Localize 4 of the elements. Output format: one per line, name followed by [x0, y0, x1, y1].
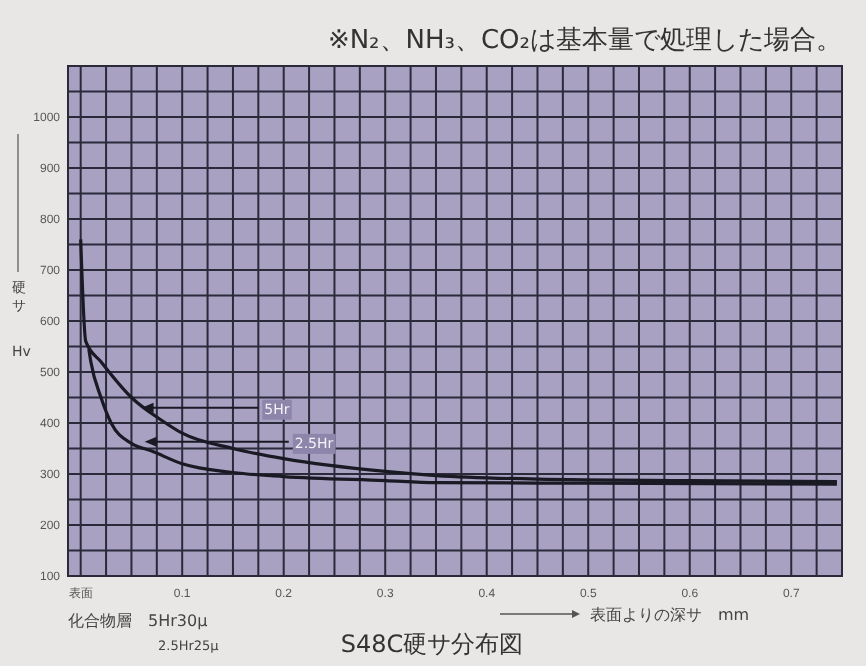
chart-title: ※N₂、NH₃、CO₂は基本量で処理した場合。: [327, 26, 842, 56]
text: 化合物層 5Hr30μ: [68, 612, 208, 630]
x-axis-title: 表面よりの深サ mm: [590, 606, 750, 624]
text: S48C硬サ分布図: [340, 630, 524, 658]
